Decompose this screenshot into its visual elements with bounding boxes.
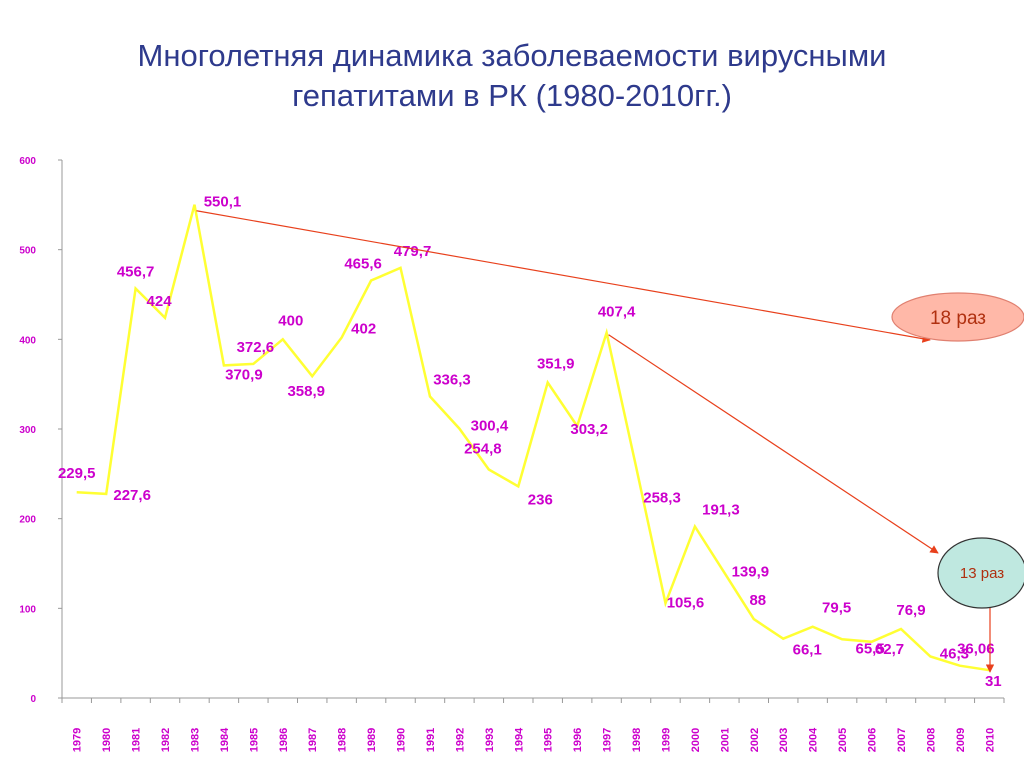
x-tick-label: 1983: [189, 728, 201, 752]
data-label: 76,9: [896, 602, 925, 619]
data-label: 402: [351, 321, 376, 338]
x-tick-label: 1990: [396, 728, 408, 752]
x-tick-label: 2004: [808, 727, 820, 752]
data-label: 66,1: [793, 642, 822, 659]
data-label: 300,4: [471, 418, 509, 435]
x-tick-label: 1994: [513, 727, 525, 752]
data-label: 407,4: [598, 304, 636, 321]
x-tick-label: 2007: [896, 728, 908, 752]
x-tick-label: 1996: [572, 728, 584, 752]
x-tick-label: 1993: [484, 728, 496, 752]
x-tick-label: 1988: [337, 728, 349, 752]
data-label: 36,06: [957, 641, 995, 658]
x-tick-label: 2002: [749, 728, 761, 752]
x-tick-label: 2010: [984, 728, 996, 752]
data-label: 303,2: [570, 421, 608, 438]
x-tick-label: 1979: [72, 728, 84, 752]
data-label: 254,8: [464, 441, 502, 458]
x-tick-label: 2006: [867, 728, 879, 752]
data-label: 465,6: [344, 256, 382, 273]
data-label: 105,6: [667, 594, 705, 611]
y-tick-label: 0: [30, 694, 36, 705]
data-label: 79,5: [822, 600, 851, 617]
x-tick-label: 1984: [219, 727, 231, 752]
y-tick-label: 200: [19, 515, 36, 526]
data-label: 424: [147, 293, 173, 310]
y-tick-label: 400: [19, 335, 36, 346]
data-label: 351,9: [537, 355, 575, 372]
data-label: 227,6: [113, 487, 151, 504]
data-label: 236: [528, 491, 553, 508]
x-tick-label: 1980: [101, 728, 113, 752]
x-tick-label: 1995: [543, 728, 555, 752]
x-tick-label: 1986: [278, 728, 290, 752]
data-label: 372,6: [237, 339, 275, 356]
data-label: 370,9: [225, 366, 263, 383]
bubble-18x-label: 18 раз: [930, 308, 986, 329]
x-tick-label: 1992: [454, 728, 466, 752]
x-tick-label: 2003: [778, 728, 790, 752]
x-tick-label: 1981: [131, 728, 143, 752]
x-tick-label: 1998: [631, 728, 643, 752]
data-label: 229,5: [58, 465, 96, 482]
data-label: 46,3: [940, 645, 969, 662]
data-label: 336,3: [433, 371, 471, 388]
data-label: 400: [278, 312, 303, 329]
x-tick-label: 1982: [160, 728, 172, 752]
data-label: 88: [749, 592, 766, 609]
x-tick-label: 2001: [719, 728, 731, 752]
bubble-13x-label: 13 раз: [960, 565, 1004, 582]
x-tick-label: 2008: [925, 728, 937, 752]
data-label: 139,9: [732, 564, 770, 581]
x-tick-label: 1987: [307, 728, 319, 752]
arrow-18x: [196, 210, 931, 343]
y-tick-label: 100: [19, 604, 36, 615]
x-tick-label: 2005: [837, 728, 849, 752]
data-label: 191,3: [702, 501, 740, 518]
chart-title-line1: Многолетняя динамика заболеваемости виру…: [137, 38, 887, 73]
x-tick-label: 2000: [690, 728, 702, 752]
y-tick-label: 600: [19, 156, 36, 167]
data-label: 65,5: [855, 640, 884, 657]
data-label: 258,3: [643, 489, 681, 506]
bubble-18x: [891, 292, 1024, 342]
y-tick-label: 500: [19, 246, 36, 257]
y-tick-label: 300: [19, 425, 36, 436]
x-tick-label: 1989: [366, 728, 378, 752]
chart-title-line2: гепатитами в РК (1980-2010гг.): [292, 78, 732, 113]
data-label: 456,7: [117, 263, 155, 280]
bubble-13x: [937, 537, 1024, 609]
x-tick-label: 1997: [602, 728, 614, 752]
chart-title: Многолетняя динамика заболеваемости виру…: [0, 36, 1024, 116]
data-label: 550,1: [204, 194, 242, 211]
x-tick-label: 1991: [425, 728, 437, 752]
x-tick-label: 2009: [955, 728, 967, 752]
data-label: 62,7: [875, 641, 904, 658]
data-label: 31: [985, 673, 1002, 690]
x-tick-label: 1985: [248, 728, 260, 752]
series-line: [76, 204, 990, 672]
data-label: 358,9: [287, 383, 325, 400]
x-tick-label: 1999: [660, 728, 672, 752]
arrow-13x: [608, 334, 939, 554]
